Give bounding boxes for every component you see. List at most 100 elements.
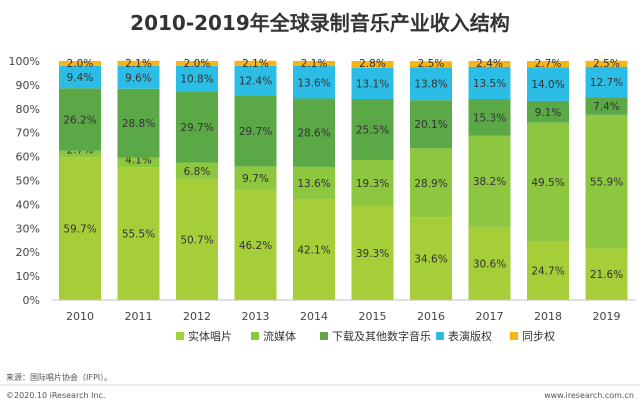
legend-item: 实体唱片 xyxy=(176,329,232,343)
x-tick-label: 2014 xyxy=(300,310,328,323)
data-label: 28.6% xyxy=(297,128,330,140)
data-label: 9.6% xyxy=(125,72,152,84)
data-label: 50.7% xyxy=(180,234,213,246)
bars: 59.7%2.7%26.2%9.4%2.0%55.5%4.1%28.8%9.6%… xyxy=(59,58,628,300)
legend-item: 流媒体 xyxy=(251,329,296,343)
bar-stack-2017: 30.6% 38.2% 15.3% 13.5% 2.4% xyxy=(468,58,511,300)
bar-segment xyxy=(176,91,218,163)
bar-stack-2014: 42.1% 13.6% 28.6% 13.6% 2.1% xyxy=(293,58,335,300)
bar-segment xyxy=(585,66,628,98)
bar-segment xyxy=(117,167,160,300)
y-tick-label: 40% xyxy=(16,198,40,211)
bar-segment xyxy=(468,99,511,136)
x-tick-label: 2015 xyxy=(359,310,387,323)
data-label: 29.7% xyxy=(239,126,272,138)
data-label: 2.0% xyxy=(184,58,211,70)
x-tick-label: 2011 xyxy=(125,310,153,323)
bar-segment xyxy=(293,61,335,67)
legend-label: 表演版权 xyxy=(448,329,492,343)
data-label: 20.1% xyxy=(414,119,447,131)
bar-segment xyxy=(234,166,277,190)
bar-segment xyxy=(176,178,218,300)
legend-label: 下载及其他数字音乐 xyxy=(332,329,431,343)
bar-segment xyxy=(234,95,277,167)
bar-segment xyxy=(59,61,101,66)
bar-segment xyxy=(585,248,628,300)
bar-segment xyxy=(527,240,569,300)
data-label: 9.7% xyxy=(242,173,269,185)
data-label: 6.8% xyxy=(184,166,211,178)
bar-stack-2013: 46.2% 9.7% 29.7% 12.4% 2.1% xyxy=(234,58,277,300)
bar-segment xyxy=(527,122,569,241)
data-label: 30.6% xyxy=(473,258,506,270)
data-label: 14.0% xyxy=(531,79,564,91)
bar-segment xyxy=(468,226,511,300)
data-label: 13.6% xyxy=(297,178,330,190)
data-label: 28.9% xyxy=(414,178,447,190)
data-label: 9.1% xyxy=(535,107,562,119)
data-label: 38.2% xyxy=(473,176,506,188)
data-label: 26.2% xyxy=(63,115,96,127)
data-label: 2.5% xyxy=(418,58,445,70)
y-tick-label: 60% xyxy=(16,151,40,164)
bar-segment xyxy=(410,67,452,101)
y-tick-label: 70% xyxy=(16,127,40,140)
bar-stack-2012: 50.7% 6.8% 29.7% 10.8% 2.0% xyxy=(176,58,218,300)
bar-segment xyxy=(59,157,101,300)
y-tick-label: 100% xyxy=(9,55,40,68)
bar-stack-2016: 34.6% 28.9% 20.1% 13.8% 2.5% xyxy=(410,58,452,300)
y-tick-label: 30% xyxy=(16,222,40,235)
data-label: 15.3% xyxy=(473,112,506,124)
data-label: 24.7% xyxy=(531,265,564,277)
data-label: 39.3% xyxy=(356,248,389,260)
x-tick-label: 2012 xyxy=(183,310,211,323)
y-axis: 0% 10% 20% 30% 40% 50% 60% 70% 80% 90% 100% xyxy=(9,55,40,307)
bar-segment xyxy=(293,66,335,99)
bar-segment xyxy=(176,61,218,66)
y-tick-label: 80% xyxy=(16,103,40,116)
x-tick-label: 2019 xyxy=(593,310,621,323)
x-tick-label: 2010 xyxy=(66,310,94,323)
bar-segment xyxy=(59,88,101,151)
bar-segment xyxy=(585,114,628,249)
bar-segment xyxy=(351,159,394,207)
bar-segment xyxy=(59,65,101,89)
y-tick-label: 10% xyxy=(16,270,40,283)
data-label: 2.1% xyxy=(125,58,152,70)
x-tick-label: 2018 xyxy=(534,310,562,323)
y-tick-label: 0% xyxy=(23,294,40,307)
bar-segment xyxy=(59,150,101,158)
bar-segment xyxy=(234,60,277,66)
bar-segment xyxy=(351,67,394,100)
data-label: 42.1% xyxy=(297,245,330,257)
x-tick-label: 2016 xyxy=(417,310,445,323)
bar-segment xyxy=(117,157,160,168)
data-label: 2.0% xyxy=(67,58,94,70)
bar-segment xyxy=(527,61,569,68)
legend-swatch xyxy=(320,332,328,340)
bar-stack-2010: 59.7%2.7%26.2%9.4%2.0% xyxy=(59,58,101,300)
bar-segment xyxy=(117,60,160,66)
y-tick-label: 90% xyxy=(16,79,40,92)
y-tick-label: 20% xyxy=(16,246,40,259)
bar-segment xyxy=(410,217,452,300)
bar-stack-2018: 24.7% 49.5% 9.1% 14.0% 2.7% xyxy=(527,58,569,300)
data-label: 19.3% xyxy=(356,178,389,190)
data-label: 13.8% xyxy=(414,79,447,91)
data-label: 21.6% xyxy=(590,269,623,281)
bar-segment xyxy=(468,61,511,67)
bar-segment xyxy=(468,66,511,100)
bar-segment xyxy=(293,166,335,200)
data-label: 59.7% xyxy=(63,224,96,236)
legend-item: 下载及其他数字音乐 xyxy=(320,329,431,343)
chart-title: 2010-2019年全球录制音乐产业收入结构 xyxy=(130,11,510,35)
data-label: 49.5% xyxy=(531,177,564,189)
data-label: 13.1% xyxy=(356,78,389,90)
legend-label: 实体唱片 xyxy=(188,329,232,343)
data-label: 2.1% xyxy=(301,58,328,70)
bar-segment xyxy=(234,189,277,300)
legend-label: 流媒体 xyxy=(263,329,296,343)
website-text: www.iresearch.com.cn xyxy=(544,391,634,400)
legend-item: 表演版权 xyxy=(436,329,492,343)
